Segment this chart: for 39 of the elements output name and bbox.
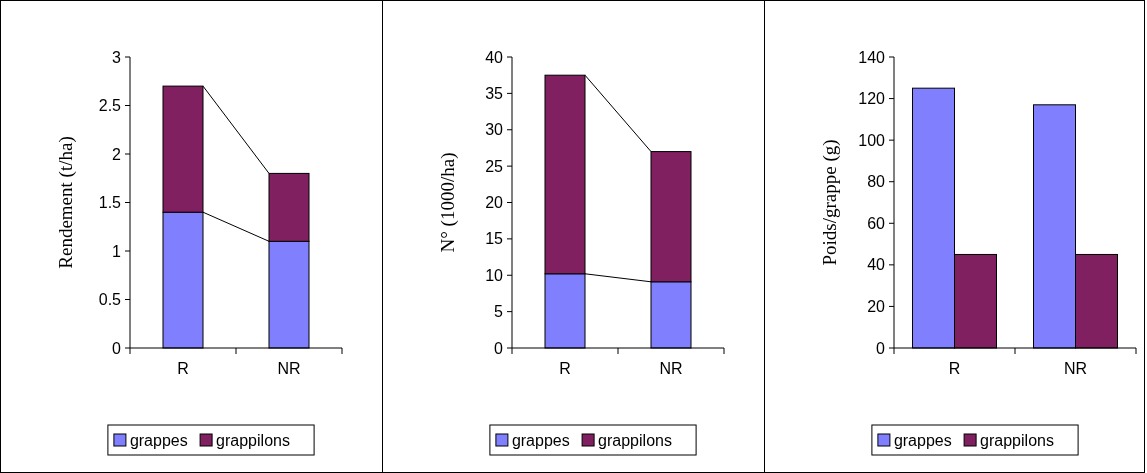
y-tick-label: 25 <box>485 157 504 175</box>
y-tick-label: 40 <box>867 256 886 274</box>
legend-label: grappes <box>129 431 188 449</box>
y-axis-title: N° (1000/ha) <box>437 152 459 253</box>
y-tick-label: 1 <box>112 242 122 260</box>
y-tick-label: 100 <box>858 131 886 149</box>
y-tick-label: 2.5 <box>98 97 122 115</box>
y-tick-label: 1.5 <box>98 194 122 212</box>
y-tick-label: 60 <box>867 214 886 232</box>
y-tick-label: 3 <box>112 48 122 66</box>
y-tick-label: 80 <box>867 173 886 191</box>
y-tick-label: 0 <box>876 339 886 357</box>
legend-label: grappes <box>511 431 570 449</box>
x-tick-label: R <box>948 360 961 377</box>
legend-label: grappilons <box>598 431 672 449</box>
x-tick-label: NR <box>1063 360 1088 377</box>
y-tick-label: 140 <box>858 48 886 66</box>
y-tick-label: 30 <box>485 121 504 139</box>
y-tick-label: 15 <box>485 230 504 248</box>
x-tick-label: NR <box>277 360 301 377</box>
legend-label: grappilons <box>216 431 290 449</box>
y-tick-label: 0 <box>112 339 122 357</box>
x-tick-label: NR <box>659 360 683 377</box>
y-tick-label: 20 <box>867 298 886 316</box>
y-axis-title: Poids/grappe (g) <box>819 139 841 266</box>
legend-label: grappilons <box>980 431 1054 449</box>
y-tick-label: 0 <box>494 339 504 357</box>
y-tick-label: 5 <box>494 303 504 321</box>
x-tick-label: R <box>559 360 571 377</box>
y-tick-label: 2 <box>112 145 122 163</box>
y-tick-label: 10 <box>485 266 504 284</box>
y-axis-title: Rendement (t/ha) <box>55 136 77 269</box>
y-tick-label: 20 <box>485 194 504 212</box>
y-tick-label: 35 <box>485 84 504 102</box>
y-tick-label: 120 <box>858 90 886 108</box>
legend-label: grappes <box>893 431 952 449</box>
y-tick-label: 0.5 <box>98 291 122 309</box>
x-tick-label: R <box>177 360 189 377</box>
y-tick-label: 40 <box>485 48 504 66</box>
